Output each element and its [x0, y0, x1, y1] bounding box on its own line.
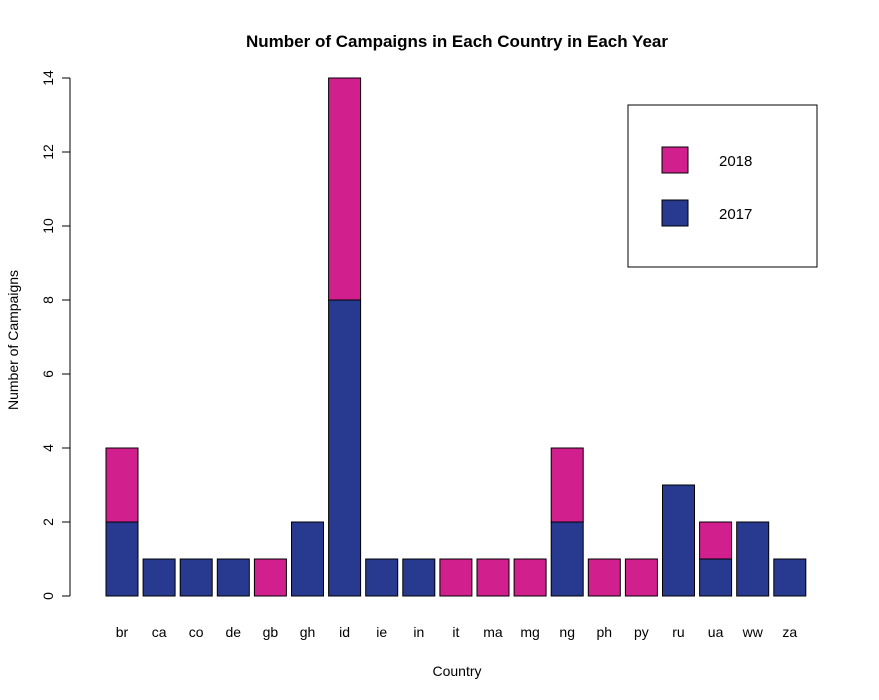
x-tick-label: mg [520, 624, 539, 640]
x-tick-label: za [782, 624, 797, 640]
x-tick-label: ua [708, 624, 724, 640]
y-tick-label: 2 [40, 518, 56, 526]
y-tick-label: 12 [40, 144, 56, 160]
bar-id-2017 [328, 299, 362, 597]
legend-label-2018: 2018 [719, 153, 752, 170]
x-tick-label: ww [742, 624, 764, 640]
y-axis: 0 2 4 6 8 10 12 14 [40, 70, 71, 600]
y-tick-label: 14 [40, 70, 56, 86]
x-tick-label: de [226, 624, 242, 640]
bar-gb-2018 [253, 558, 287, 597]
x-tick-label: ru [672, 624, 684, 640]
legend: 2018 2017 [627, 104, 818, 268]
bar-za-2017 [773, 558, 807, 597]
bar-ww-2017 [736, 521, 770, 597]
x-tick-labels: br ca co de gb gh id ie in it ma mg ng ph py ru ua ww za [116, 624, 798, 640]
x-tick-label: gb [263, 624, 279, 640]
bar-br-2018 [105, 447, 139, 523]
x-tick-label: in [413, 624, 424, 640]
bars [105, 77, 807, 597]
y-tick-label: 8 [40, 296, 56, 304]
x-tick-label: br [116, 624, 129, 640]
x-tick-label: ng [559, 624, 575, 640]
legend-swatch-2017 [661, 199, 689, 227]
bar-ma-2018 [476, 558, 510, 597]
x-tick-label: gh [300, 624, 316, 640]
x-tick-label: ie [376, 624, 387, 640]
x-tick-label: ph [597, 624, 613, 640]
bar-it-2018 [439, 558, 473, 597]
x-tick-label: ma [483, 624, 503, 640]
y-tick-label: 6 [40, 370, 56, 378]
y-tick-label: 0 [40, 592, 56, 600]
x-tick-label: it [452, 624, 459, 640]
y-tick-label: 10 [40, 218, 56, 234]
bar-ph-2018 [587, 558, 621, 597]
bar-co-2017 [179, 558, 213, 597]
bar-ca-2017 [142, 558, 176, 597]
x-tick-label: py [634, 624, 649, 640]
legend-label-2017: 2017 [719, 206, 752, 223]
bar-mg-2018 [513, 558, 547, 597]
chart-title: Number of Campaigns in Each Country in E… [246, 32, 668, 51]
legend-box [627, 104, 818, 268]
x-tick-label: ca [152, 624, 167, 640]
y-tick-label: 4 [40, 444, 56, 452]
bar-de-2017 [216, 558, 250, 597]
bar-ru-2017 [662, 484, 695, 597]
bar-ng-2018 [550, 447, 584, 523]
x-axis-label: Country [432, 663, 481, 679]
x-tick-label: id [339, 624, 350, 640]
bar-ua-2017 [699, 558, 733, 597]
x-tick-label: co [189, 624, 204, 640]
bar-py-2018 [624, 558, 658, 597]
bar-ie-2017 [365, 558, 399, 597]
bar-gh-2017 [291, 521, 324, 597]
y-axis-label: Number of Campaigns [5, 270, 21, 410]
bar-br-2017 [105, 521, 139, 597]
bar-in-2017 [402, 558, 436, 597]
bar-id-2018 [328, 77, 362, 301]
legend-swatch-2018 [661, 146, 689, 174]
bar-ua-2018 [699, 521, 733, 560]
bar-ng-2017 [550, 521, 584, 597]
